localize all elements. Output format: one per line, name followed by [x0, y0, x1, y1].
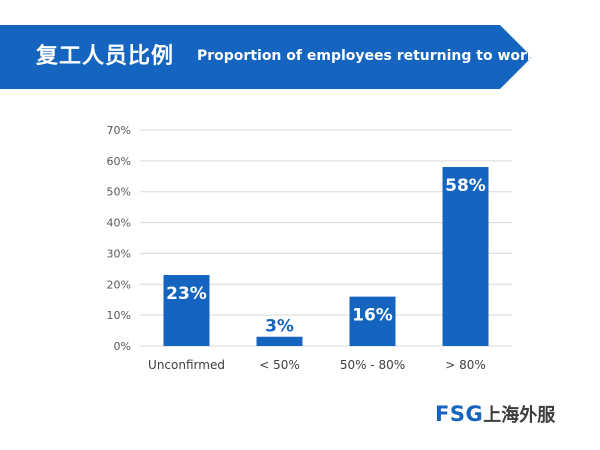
y-tick-label: 50% — [107, 186, 131, 199]
brand-logo-latin: FSG — [435, 402, 484, 426]
bar — [349, 296, 396, 346]
y-tick-label: 40% — [107, 217, 131, 230]
brand-logo: FSG上海外服 — [435, 402, 555, 428]
brand-logo-chinese: 上海外服 — [483, 405, 556, 426]
chart-title-english: Proportion of employees returning to wor… — [197, 48, 537, 64]
chart-title-chinese: 复工人员比例 — [36, 44, 175, 69]
data-label: 3% — [265, 317, 294, 337]
y-tick-label: 20% — [107, 278, 131, 291]
title-banner — [0, 25, 532, 89]
data-label: 58% — [445, 176, 486, 196]
x-category-label: 50% - 80% — [340, 358, 405, 372]
y-tick-label: 70% — [107, 124, 131, 137]
y-tick-label: 60% — [107, 155, 131, 168]
y-tick-label: 0% — [114, 340, 131, 353]
x-category-label: < 50% — [259, 358, 300, 372]
bar — [256, 336, 303, 346]
y-tick-label: 30% — [107, 247, 131, 260]
bar — [442, 167, 489, 346]
x-category-label: Unconfirmed — [148, 358, 225, 372]
data-label: 16% — [352, 306, 393, 326]
bar — [163, 275, 210, 346]
data-label: 23% — [166, 284, 207, 304]
x-category-label: > 80% — [445, 358, 486, 372]
y-tick-label: 10% — [107, 309, 131, 322]
